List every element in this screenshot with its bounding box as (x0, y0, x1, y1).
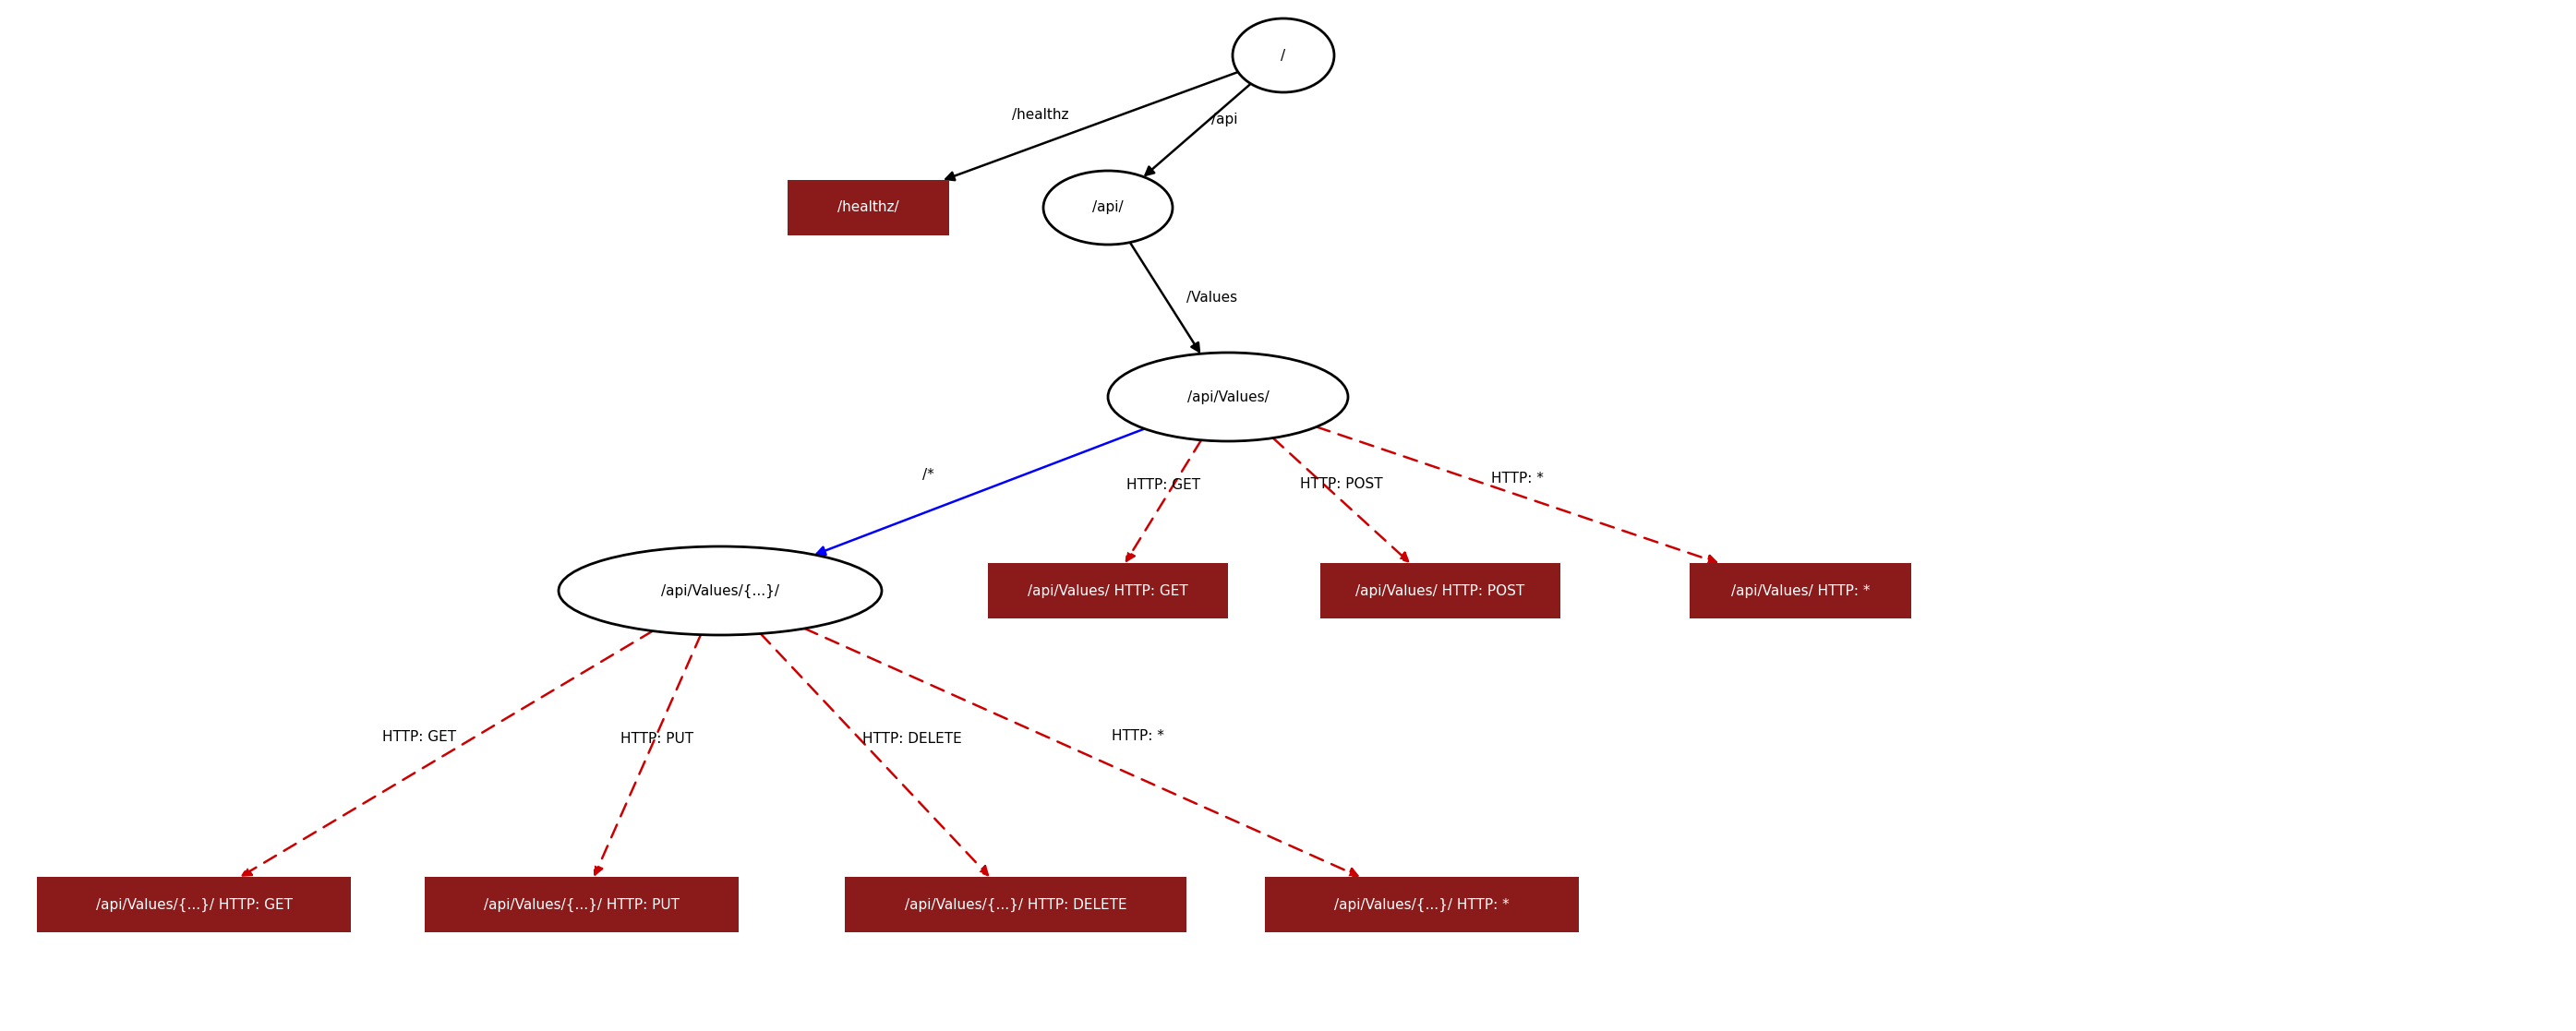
Text: HTTP: DELETE: HTTP: DELETE (863, 732, 961, 745)
FancyBboxPatch shape (845, 876, 1188, 932)
FancyBboxPatch shape (425, 876, 739, 932)
Text: /api/Values/{...}/ HTTP: *: /api/Values/{...}/ HTTP: * (1334, 898, 1510, 911)
FancyBboxPatch shape (989, 563, 1229, 619)
Text: /api/Values/ HTTP: *: /api/Values/ HTTP: * (1731, 584, 1870, 598)
Text: /api/Values/{...}/ HTTP: PUT: /api/Values/{...}/ HTTP: PUT (484, 898, 680, 911)
Text: /api/Values/: /api/Values/ (1188, 390, 1270, 404)
Ellipse shape (559, 546, 881, 635)
Text: /api/Values/{...}/ HTTP: GET: /api/Values/{...}/ HTTP: GET (95, 898, 291, 911)
Text: /api: /api (1211, 112, 1239, 126)
Ellipse shape (1231, 19, 1334, 93)
Text: HTTP: *: HTTP: * (1110, 729, 1164, 743)
Text: /*: /* (922, 468, 935, 483)
Text: HTTP: *: HTTP: * (1492, 471, 1543, 486)
FancyBboxPatch shape (1690, 563, 1911, 619)
Text: /Values: /Values (1185, 291, 1236, 305)
FancyBboxPatch shape (788, 180, 948, 235)
FancyBboxPatch shape (1321, 563, 1561, 619)
Ellipse shape (1108, 353, 1347, 441)
Text: HTTP: GET: HTTP: GET (381, 730, 456, 744)
Text: HTTP: POST: HTTP: POST (1301, 477, 1383, 491)
Text: /api/Values/{...}/: /api/Values/{...}/ (662, 584, 781, 598)
Ellipse shape (1043, 171, 1172, 244)
FancyBboxPatch shape (36, 876, 350, 932)
Text: /: / (1280, 48, 1285, 62)
Text: HTTP: PUT: HTTP: PUT (621, 732, 693, 746)
Text: /healthz/: /healthz/ (837, 201, 899, 214)
Text: /api/: /api/ (1092, 201, 1123, 214)
Text: /api/Values/ HTTP: POST: /api/Values/ HTTP: POST (1355, 584, 1525, 598)
Text: /api/Values/{...}/ HTTP: DELETE: /api/Values/{...}/ HTTP: DELETE (904, 898, 1126, 911)
FancyBboxPatch shape (1265, 876, 1579, 932)
Text: /healthz: /healthz (1012, 108, 1069, 122)
Text: /api/Values/ HTTP: GET: /api/Values/ HTTP: GET (1028, 584, 1188, 598)
Text: HTTP: GET: HTTP: GET (1126, 478, 1200, 492)
